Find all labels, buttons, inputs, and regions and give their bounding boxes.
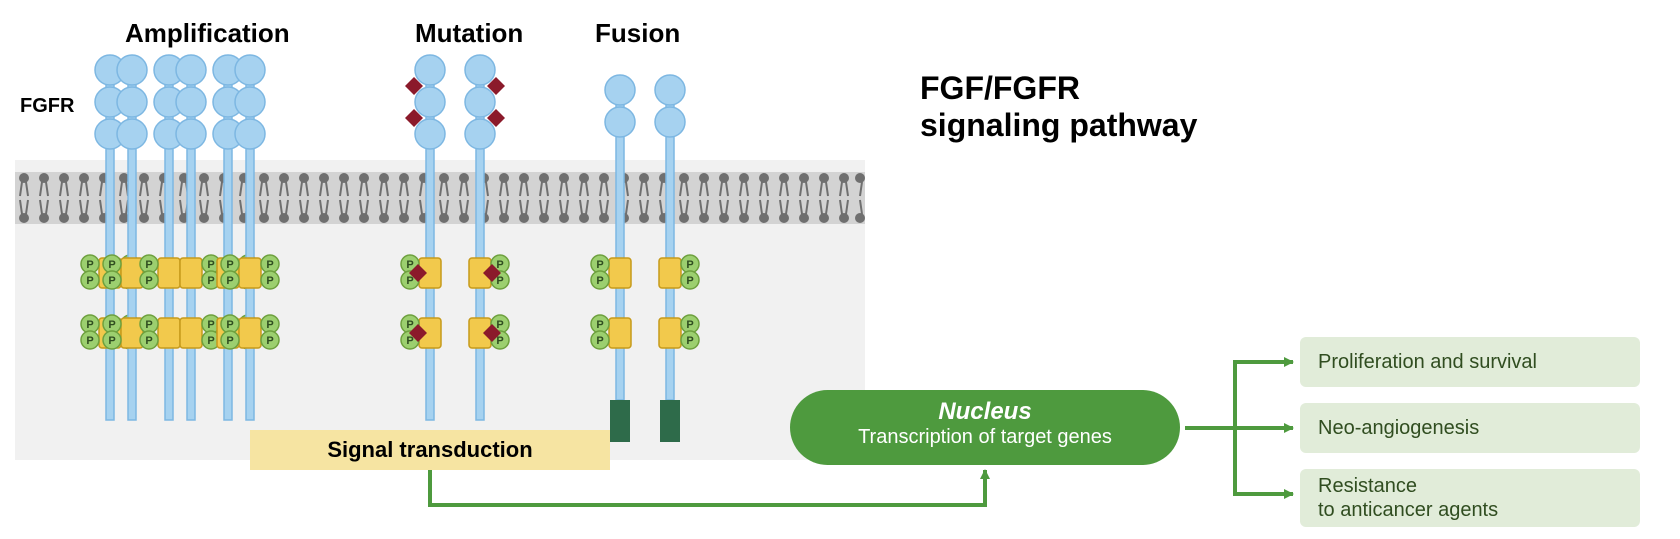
- label-fusion: Fusion: [595, 18, 680, 49]
- nucleus-title: Nucleus: [790, 398, 1180, 426]
- nucleus-subtitle: Transcription of target genes: [790, 426, 1180, 449]
- svg-text:P: P: [108, 259, 115, 271]
- svg-text:P: P: [266, 259, 273, 271]
- outcome-box: Proliferation and survival: [1300, 337, 1640, 387]
- outcome-label: Neo-angiogenesis: [1300, 417, 1479, 440]
- svg-text:P: P: [108, 319, 115, 331]
- svg-text:P: P: [207, 319, 214, 331]
- svg-text:P: P: [496, 275, 503, 287]
- svg-text:P: P: [406, 319, 413, 331]
- svg-text:P: P: [86, 275, 93, 287]
- svg-text:P: P: [86, 259, 93, 271]
- outcome-arrows: [1185, 362, 1293, 494]
- svg-text:P: P: [108, 275, 115, 287]
- svg-text:P: P: [207, 259, 214, 271]
- svg-text:P: P: [266, 275, 273, 287]
- outcome-label: Proliferation and survival: [1300, 351, 1537, 374]
- svg-text:P: P: [145, 335, 152, 347]
- signal-transduction-label: Signal transduction: [327, 437, 532, 462]
- label-mutation: Mutation: [415, 18, 523, 49]
- svg-text:P: P: [496, 335, 503, 347]
- diagram-title: FGF/FGFR signaling pathway: [920, 70, 1197, 144]
- svg-text:P: P: [226, 319, 233, 331]
- svg-text:P: P: [596, 335, 603, 347]
- svg-text:P: P: [207, 275, 214, 287]
- svg-text:P: P: [226, 259, 233, 271]
- svg-text:P: P: [686, 319, 693, 331]
- outcome-box: Resistance to anticancer agents: [1300, 469, 1640, 527]
- svg-text:P: P: [596, 275, 603, 287]
- svg-text:P: P: [145, 275, 152, 287]
- membrane: [15, 172, 865, 224]
- nucleus-box: Nucleus Transcription of target genes: [790, 390, 1180, 465]
- svg-text:P: P: [266, 319, 273, 331]
- svg-text:P: P: [86, 319, 93, 331]
- svg-text:P: P: [686, 335, 693, 347]
- svg-text:P: P: [406, 275, 413, 287]
- svg-text:P: P: [266, 335, 273, 347]
- svg-text:P: P: [226, 275, 233, 287]
- svg-text:P: P: [207, 335, 214, 347]
- svg-text:P: P: [496, 319, 503, 331]
- svg-text:P: P: [686, 275, 693, 287]
- label-fgfr: FGFR: [20, 95, 74, 118]
- label-amplification: Amplification: [125, 18, 290, 49]
- svg-text:P: P: [108, 335, 115, 347]
- svg-text:P: P: [145, 319, 152, 331]
- signal-transduction-box: Signal transduction: [250, 430, 610, 470]
- svg-text:P: P: [86, 335, 93, 347]
- svg-text:P: P: [496, 259, 503, 271]
- signal-arrow: [430, 470, 985, 505]
- svg-text:P: P: [226, 335, 233, 347]
- outcome-label: Resistance to anticancer agents: [1300, 474, 1498, 522]
- svg-text:P: P: [406, 335, 413, 347]
- svg-text:P: P: [406, 259, 413, 271]
- svg-text:P: P: [145, 259, 152, 271]
- svg-text:P: P: [596, 319, 603, 331]
- outcome-box: Neo-angiogenesis: [1300, 403, 1640, 453]
- svg-text:P: P: [686, 259, 693, 271]
- svg-text:P: P: [596, 259, 603, 271]
